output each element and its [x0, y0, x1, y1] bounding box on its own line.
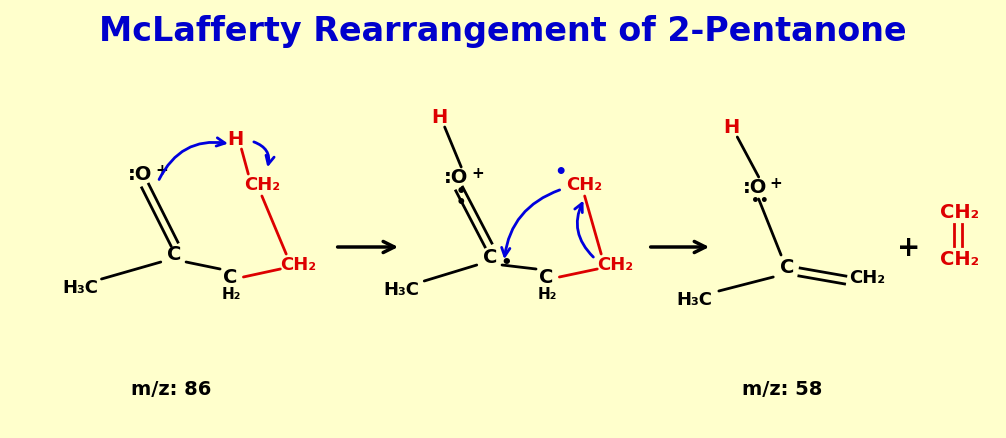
Text: C: C [780, 258, 794, 277]
Text: H₂: H₂ [538, 287, 557, 302]
Text: C: C [167, 245, 182, 264]
Text: H₃C: H₃C [62, 279, 99, 297]
Text: C: C [538, 268, 553, 287]
Text: H: H [432, 108, 448, 127]
Text: ••: •• [750, 194, 769, 208]
Text: +: + [896, 233, 920, 261]
Text: CH₂: CH₂ [941, 250, 980, 269]
Text: :O: :O [742, 178, 767, 197]
Text: •: • [554, 163, 566, 182]
Text: m/z: 58: m/z: 58 [741, 380, 822, 399]
Text: m/z: 86: m/z: 86 [132, 380, 211, 399]
Text: C: C [222, 268, 237, 287]
Text: CH₂: CH₂ [941, 203, 980, 222]
Text: CH₂: CH₂ [849, 268, 885, 286]
Text: McLafferty Rearrangement of 2-Pentanone: McLafferty Rearrangement of 2-Pentanone [100, 15, 906, 48]
Text: :O: :O [128, 165, 153, 184]
Text: CH₂: CH₂ [597, 255, 633, 273]
Text: :O: :O [444, 168, 469, 187]
Text: H₃C: H₃C [676, 290, 712, 308]
Text: C: C [483, 248, 498, 267]
Text: CH₂: CH₂ [280, 255, 316, 273]
Text: CH₂: CH₂ [566, 176, 603, 194]
Text: CH₂: CH₂ [243, 176, 280, 194]
Text: +: + [770, 176, 783, 191]
Text: +: + [155, 163, 168, 178]
Text: •: • [500, 254, 512, 272]
Text: H₃C: H₃C [383, 280, 418, 298]
Text: H: H [227, 130, 243, 149]
Text: •: • [456, 183, 467, 201]
Text: +: + [472, 166, 484, 181]
Text: H₂: H₂ [222, 287, 241, 302]
Text: •: • [456, 194, 467, 212]
Text: H: H [723, 118, 739, 137]
